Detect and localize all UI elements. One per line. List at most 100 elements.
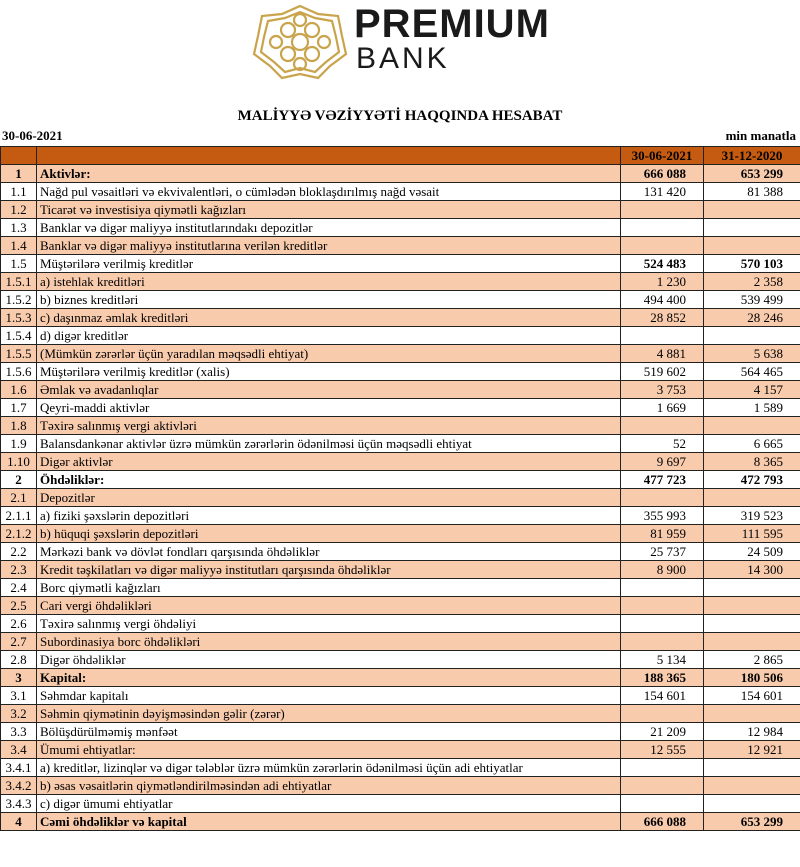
value-previous [703,596,800,615]
value-current: 1 669 [620,398,704,417]
row-number: 3 [0,668,37,687]
value-previous: 154 601 [703,686,800,705]
table-row: 2.5 Cari vergi öhdəlikləri [0,596,800,615]
table-row: 2 Öhdəliklər: 477 723 472 793 [0,470,800,489]
value-current: 666 088 [620,164,704,183]
table-row: 3.4.3 c) digər ümumi ehtiyatlar [0,794,800,813]
value-previous [703,704,800,723]
knot-emblem-icon [252,4,348,80]
value-current: 666 088 [620,812,704,831]
premium-bank-logo: PREMIUM BANK [252,2,592,80]
value-previous: 28 246 [703,308,800,327]
row-label: Depozitlər [36,488,621,507]
row-label: Mərkəzi bank və dövlət fondları qarşısın… [36,542,621,561]
table-header-row: 30-06-2021 31-12-2020 [0,146,800,165]
value-previous: 2 865 [703,650,800,669]
table-row: 3.4.1 a) kreditlər, lizinqlər və digər tə… [0,758,800,777]
value-previous [703,236,800,255]
row-label: Səhmin qiymətinin dəyişməsindən gəlir (z… [36,704,621,723]
table-row: 3.4 Ümumi ehtiyatlar: 12 555 12 921 [0,740,800,759]
row-label: a) kreditlər, lizinqlər və digər tələblə… [36,758,621,777]
value-previous: 81 388 [703,182,800,201]
row-label: Qeyri-maddi aktivlər [36,398,621,417]
table-row: 1.7 Qeyri-maddi aktivlər 1 669 1 589 [0,398,800,417]
row-number: 1.9 [0,434,37,453]
row-label: b) biznes kreditləri [36,290,621,309]
row-label: Balansdankənar aktivlər üzrə mümkün zərə… [36,434,621,453]
value-current: 477 723 [620,470,704,489]
value-current: 188 365 [620,668,704,687]
row-label: Aktivlər: [36,164,621,183]
table-row: 1.3 Banklar və digər maliyyə institutları… [0,218,800,237]
row-number: 4 [0,812,37,831]
value-current [620,704,704,723]
row-label: Təxirə salınmış vergi aktivləri [36,416,621,435]
row-number: 2.1 [0,488,37,507]
row-number: 2.8 [0,650,37,669]
table-row: 3.4.2 b) əsas vəsaitlərin qiymətləndirilm… [0,776,800,795]
value-previous [703,416,800,435]
row-label: Digər öhdəliklər [36,650,621,669]
table-row: 4 Cəmi öhdəliklər və kapital 666 088 653 29… [0,812,800,831]
value-current [620,596,704,615]
value-previous: 12 984 [703,722,800,741]
row-label: Ümumi ehtiyatlar: [36,740,621,759]
value-current: 12 555 [620,740,704,759]
value-previous: 570 103 [703,254,800,273]
value-previous [703,200,800,219]
value-current [620,326,704,345]
row-number: 1.8 [0,416,37,435]
row-label: Nağd pul vəsaitləri və ekvivalentləri, o… [36,182,621,201]
logo-text-bank: BANK [356,42,450,75]
row-number: 1.7 [0,398,37,417]
table-row: 3.2 Səhmin qiymətinin dəyişməsindən gəlir… [0,704,800,723]
row-number: 2 [0,470,37,489]
row-number: 2.7 [0,632,37,651]
table-row: 2.3 Kredit təşkilatları və digər maliyyə … [0,560,800,579]
column-header-current: 30-06-2021 [620,146,704,165]
row-label: Müştərilərə verilmiş kreditlər (xalis) [36,362,621,381]
row-label: Kapital: [36,668,621,687]
value-current [620,200,704,219]
row-number: 1.6 [0,380,37,399]
row-number: 2.5 [0,596,37,615]
value-current [620,578,704,597]
balance-sheet-table: 30-06-2021 31-12-2020 1 Aktivlər: 666 088 6… [0,146,800,831]
row-label: Əmlak və avadanlıqlar [36,380,621,399]
table-row: 2.1.1 a) fiziki şəxslərin depozitləri 355 … [0,506,800,525]
row-number: 2.3 [0,560,37,579]
value-previous: 6 665 [703,434,800,453]
value-current: 52 [620,434,704,453]
value-current: 131 420 [620,182,704,201]
value-previous: 472 793 [703,470,800,489]
value-current [620,758,704,777]
row-number: 2.4 [0,578,37,597]
column-header-previous: 31-12-2020 [703,146,800,165]
row-number: 1.5.3 [0,308,37,327]
logo-text-premium: PREMIUM [354,2,550,46]
table-row: 1.5.1 a) istehlak kreditləri 1 230 2 358 [0,272,800,291]
row-label: Borc qiymətli kağızları [36,578,621,597]
row-label: a) fiziki şəxslərin depozitləri [36,506,621,525]
value-current [620,218,704,237]
table-row: 2.1 Depozitlər [0,488,800,507]
row-number: 1.10 [0,452,37,471]
row-number: 3.4 [0,740,37,759]
row-number: 1 [0,164,37,183]
table-row: 1.5.4 d) digər kreditlər [0,326,800,345]
table-row: 1 Aktivlər: 666 088 653 299 [0,164,800,183]
row-label: Kredit təşkilatları və digər maliyyə ins… [36,560,621,579]
value-current: 154 601 [620,686,704,705]
value-current: 9 697 [620,452,704,471]
table-row: 2.7 Subordinasiya borc öhdəlikləri [0,632,800,651]
row-label: Digər aktivlər [36,452,621,471]
row-number: 1.4 [0,236,37,255]
value-previous [703,632,800,651]
table-row: 1.5.5 (Mümkün zərərlər üçün yaradılan məq… [0,344,800,363]
row-number: 1.5.5 [0,344,37,363]
report-title: MALİYYƏ VƏZİYYƏTİ HAQQINDA HESABAT [237,108,563,124]
value-current [620,794,704,813]
value-current: 21 209 [620,722,704,741]
value-current: 519 602 [620,362,704,381]
table-row: 1.8 Təxirə salınmış vergi aktivləri [0,416,800,435]
